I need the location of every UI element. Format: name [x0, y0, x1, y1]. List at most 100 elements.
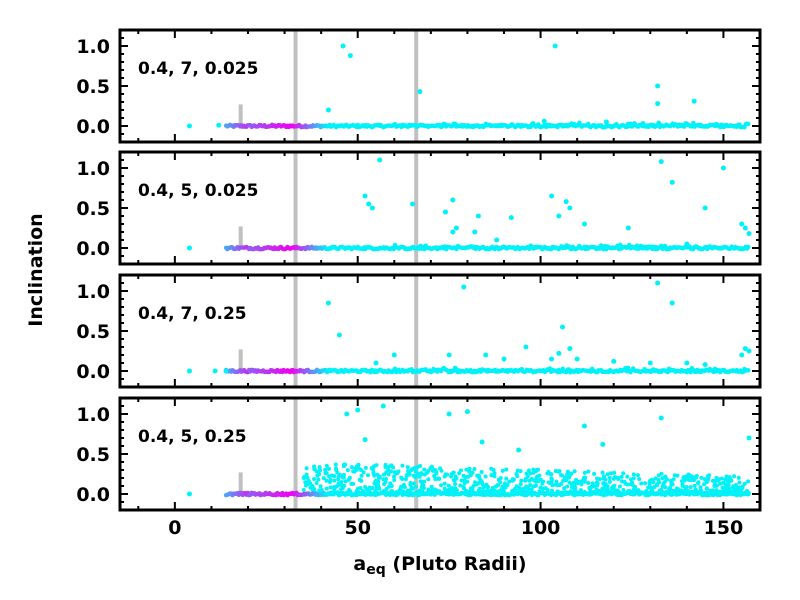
x-axis-title: aeq (Pluto Radii): [353, 553, 526, 578]
scatter-point: [556, 213, 562, 219]
cloud-point: [327, 474, 332, 479]
cloud-point: [687, 474, 692, 479]
cloud-point: [541, 479, 546, 484]
scatter-point: [742, 346, 748, 352]
cloud-point: [354, 466, 359, 471]
scatter-point: [552, 43, 558, 49]
cloud-point: [363, 465, 368, 470]
cloud-point: [628, 477, 633, 482]
scatter-point: [662, 243, 668, 249]
scatter-point: [655, 101, 661, 107]
x-axis-title-subscript: eq: [366, 562, 386, 578]
cloud-point: [458, 483, 463, 488]
scatter-point: [453, 225, 459, 231]
panel-3: 0.0 0.5 1.0 0.4, 7, 0.25: [76, 273, 762, 389]
scatter-point: [446, 352, 452, 358]
cloud-point: [696, 480, 701, 485]
scatter-point: [417, 89, 423, 95]
cloud-point: [538, 485, 543, 490]
cloud-point: [310, 484, 315, 489]
scatter-point: [362, 437, 368, 443]
cloud-point: [492, 471, 497, 476]
x-tick-label: 0: [168, 517, 181, 539]
cloud-point: [572, 469, 577, 474]
cloud-point: [476, 473, 481, 478]
scatter-point: [691, 98, 697, 104]
cloud-point: [612, 483, 617, 488]
cloud-point: [504, 467, 509, 472]
cloud-point: [317, 468, 322, 473]
cloud-point: [590, 484, 595, 489]
cloud-point: [680, 482, 685, 487]
cloud-point: [531, 484, 536, 489]
cloud-point: [699, 475, 704, 480]
y-tick-label: 1.0: [76, 281, 110, 303]
panel-label: 0.4, 5, 0.025: [138, 181, 258, 201]
y-tick-label: 0.5: [76, 76, 110, 98]
scatter-point: [556, 350, 562, 356]
cloud-point: [557, 469, 562, 474]
cloud-point: [341, 475, 346, 480]
cloud-point: [737, 480, 742, 485]
cloud-point: [359, 473, 364, 478]
scatter-point: [366, 201, 372, 207]
scatter-point: [655, 280, 661, 286]
cloud-point: [532, 468, 537, 473]
cloud-point: [561, 478, 566, 483]
cloud-point: [411, 481, 416, 486]
cloud-point: [472, 467, 477, 472]
cloud-point: [704, 486, 709, 491]
cloud-point: [503, 485, 508, 490]
y-tick-label: 0.5: [76, 198, 110, 220]
cloud-point: [361, 470, 366, 475]
cloud-point: [569, 471, 574, 476]
cloud-point: [386, 472, 391, 477]
panel-1: 0.0 0.5 1.0 0.4, 7, 0.025: [76, 28, 762, 144]
scatter-point: [658, 159, 664, 165]
cloud-point: [660, 476, 665, 481]
cloud-point: [387, 464, 392, 469]
cloud-point: [359, 478, 364, 483]
scatter-point: [475, 213, 481, 219]
scatter-point: [684, 360, 690, 366]
cloud-point: [554, 479, 559, 484]
cloud-point: [597, 477, 602, 482]
cloud-point: [559, 473, 564, 478]
cloud-point: [388, 481, 393, 486]
cloud-point: [376, 475, 381, 480]
cloud-point: [500, 468, 505, 473]
cloud-point: [647, 480, 652, 485]
cloud-point: [422, 467, 427, 472]
cloud-point: [410, 486, 415, 491]
cloud-point: [408, 480, 413, 485]
cloud-point: [327, 479, 332, 484]
cloud-point: [401, 482, 406, 487]
cloud-point: [358, 467, 363, 472]
cloud-point: [675, 486, 680, 491]
cloud-point: [607, 475, 612, 480]
cloud-point: [621, 488, 626, 493]
cloud-point: [525, 485, 530, 490]
cloud-point: [555, 482, 560, 487]
cloud-point: [707, 473, 712, 478]
cloud-point: [727, 475, 732, 480]
y-tick-label: 0.0: [76, 116, 110, 138]
scatter-point: [523, 344, 529, 350]
cloud-point: [317, 465, 322, 470]
scatter-point: [410, 201, 416, 207]
scatter-point: [567, 205, 573, 211]
cloud-point: [304, 466, 309, 471]
cloud-point: [458, 468, 463, 473]
cloud-point: [571, 480, 576, 485]
cloud-point: [736, 475, 741, 480]
cloud-point: [662, 479, 667, 484]
cloud-point: [635, 473, 640, 478]
cloud-point: [391, 465, 396, 470]
scatter-point: [344, 411, 350, 417]
cloud-point: [496, 483, 501, 488]
cloud-point: [500, 484, 505, 489]
scatter-point: [581, 423, 587, 429]
scatter-point: [446, 411, 452, 417]
cloud-point: [742, 481, 747, 486]
scatter-point: [742, 225, 748, 231]
